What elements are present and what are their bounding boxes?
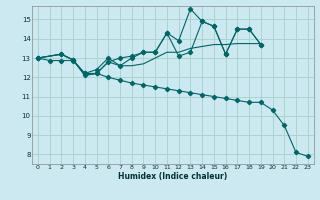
X-axis label: Humidex (Indice chaleur): Humidex (Indice chaleur) bbox=[118, 172, 228, 181]
